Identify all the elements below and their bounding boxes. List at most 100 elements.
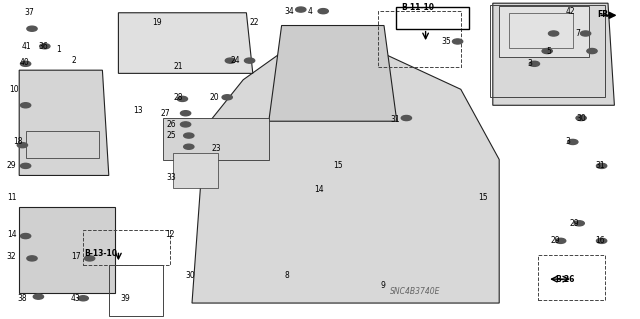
Polygon shape <box>118 13 253 73</box>
Text: 24: 24 <box>230 56 241 65</box>
Text: 12: 12 <box>165 230 174 239</box>
Text: 22: 22 <box>250 18 259 27</box>
Circle shape <box>177 96 188 101</box>
Text: 31: 31 <box>390 115 401 124</box>
Text: FR.: FR. <box>598 10 612 19</box>
Text: 29: 29 <box>550 236 561 245</box>
Circle shape <box>184 144 194 149</box>
Text: 41: 41 <box>22 42 32 51</box>
Text: 33: 33 <box>166 173 177 182</box>
Text: 21: 21 <box>173 63 182 71</box>
Text: 1: 1 <box>56 45 61 54</box>
Bar <box>490 5 605 97</box>
Circle shape <box>529 61 540 66</box>
Text: B-26: B-26 <box>555 275 574 284</box>
Circle shape <box>27 26 37 31</box>
Text: 32: 32 <box>6 252 17 261</box>
Text: 28: 28 <box>173 93 182 102</box>
Circle shape <box>452 39 463 44</box>
Text: 8: 8 <box>284 271 289 280</box>
Text: 18: 18 <box>13 137 22 146</box>
Polygon shape <box>493 3 614 105</box>
Bar <box>378 11 461 67</box>
Text: 14: 14 <box>314 185 324 194</box>
Circle shape <box>184 133 194 138</box>
Circle shape <box>84 256 95 261</box>
Circle shape <box>33 294 44 299</box>
Circle shape <box>180 122 191 127</box>
Circle shape <box>556 238 566 243</box>
Circle shape <box>20 234 31 239</box>
Text: B-11-10: B-11-10 <box>401 4 434 12</box>
Circle shape <box>17 143 28 148</box>
Text: 34: 34 <box>284 7 294 16</box>
Text: 3: 3 <box>566 137 571 146</box>
Circle shape <box>20 163 31 168</box>
Circle shape <box>180 111 191 116</box>
Circle shape <box>401 115 412 121</box>
Circle shape <box>20 61 31 66</box>
Circle shape <box>296 7 306 12</box>
Text: 9: 9 <box>380 281 385 290</box>
Text: 38: 38 <box>17 294 28 303</box>
Circle shape <box>20 103 31 108</box>
Text: 26: 26 <box>166 120 177 129</box>
Polygon shape <box>269 26 397 121</box>
Circle shape <box>244 58 255 63</box>
Text: 16: 16 <box>595 236 605 245</box>
Text: 2: 2 <box>71 56 76 65</box>
Polygon shape <box>173 153 218 188</box>
Bar <box>538 255 605 300</box>
Circle shape <box>580 31 591 36</box>
Text: 31: 31 <box>595 161 605 170</box>
Text: SNC4B3740E: SNC4B3740E <box>390 287 440 296</box>
Text: 43: 43 <box>70 294 81 303</box>
Circle shape <box>40 44 50 49</box>
Text: 5: 5 <box>547 47 552 56</box>
Circle shape <box>542 48 552 54</box>
Text: 7: 7 <box>575 29 580 38</box>
Text: 17: 17 <box>70 252 81 261</box>
Text: 20: 20 <box>209 93 220 102</box>
Text: 29: 29 <box>570 219 580 228</box>
Circle shape <box>225 58 236 63</box>
Bar <box>109 265 163 316</box>
Circle shape <box>568 139 578 145</box>
Circle shape <box>576 115 586 121</box>
Text: 15: 15 <box>478 193 488 202</box>
Polygon shape <box>192 48 499 303</box>
Text: 13: 13 <box>132 106 143 115</box>
Text: 37: 37 <box>24 8 34 17</box>
Text: 15: 15 <box>333 161 343 170</box>
Polygon shape <box>499 6 589 57</box>
Circle shape <box>574 221 584 226</box>
Circle shape <box>587 48 597 54</box>
Circle shape <box>318 9 328 14</box>
Polygon shape <box>19 70 109 175</box>
Polygon shape <box>163 118 269 160</box>
Circle shape <box>78 296 88 301</box>
Circle shape <box>222 95 232 100</box>
Text: 40: 40 <box>19 58 29 67</box>
Text: B-13-10: B-13-10 <box>84 249 118 258</box>
Text: 42: 42 <box>566 7 576 16</box>
Text: 23: 23 <box>211 144 221 153</box>
Text: 25: 25 <box>166 131 177 140</box>
Text: 30: 30 <box>186 271 196 280</box>
Text: 14: 14 <box>6 230 17 239</box>
Bar <box>396 7 469 29</box>
Text: 4: 4 <box>308 7 313 16</box>
Text: 39: 39 <box>120 294 130 303</box>
Text: 29: 29 <box>6 161 17 170</box>
Text: 19: 19 <box>152 18 162 27</box>
Text: 30: 30 <box>576 114 586 122</box>
Text: 11: 11 <box>7 193 16 202</box>
Circle shape <box>596 163 607 168</box>
Circle shape <box>548 31 559 36</box>
Bar <box>83 230 170 265</box>
Text: 3: 3 <box>527 59 532 68</box>
Text: 36: 36 <box>38 42 49 51</box>
Text: 10: 10 <box>9 85 19 94</box>
Circle shape <box>27 256 37 261</box>
Polygon shape <box>19 207 115 293</box>
